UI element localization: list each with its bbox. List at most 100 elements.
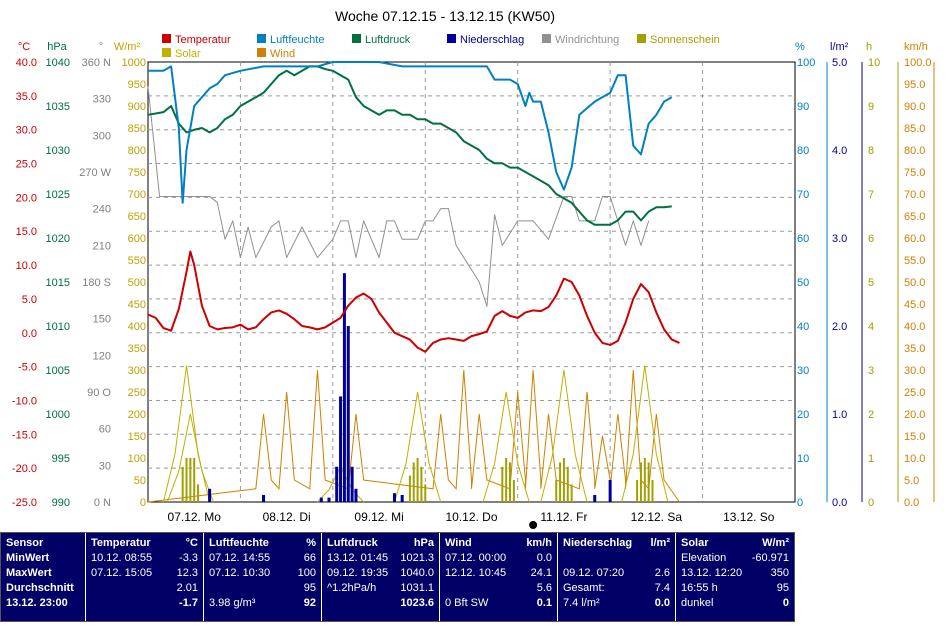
sunshine-bar: [420, 466, 423, 502]
y-axis-tick: 4: [868, 321, 874, 333]
y-axis-tick: 900: [128, 101, 146, 113]
temp-header: Temperatur: [91, 537, 151, 549]
y-axis-tick: 8: [868, 145, 874, 157]
sunshine-bar: [555, 480, 558, 502]
sunshine-bar: [505, 458, 508, 502]
press-trend-label: ^1.2hPa/h: [327, 582, 377, 594]
legend-label: Niederschlag: [460, 34, 524, 46]
legend-swatch: [162, 34, 171, 43]
y-axis-tick: 0 N: [94, 497, 111, 509]
solar-peak: [621, 365, 669, 503]
panel-col-rain: Niederschlag l/m² 09.12. 07:20 2.6 Gesamt:…: [558, 533, 676, 621]
legend-label: Luftfeuchte: [270, 34, 324, 46]
y-axis-tick: 150: [128, 431, 146, 443]
y-axis-tick: 750: [128, 167, 146, 179]
sunshine-bar: [193, 458, 196, 502]
y-axis-tick: 25.0: [904, 387, 925, 399]
solar-unit: W/m²: [762, 537, 789, 549]
y-axis-tick: 25.0: [16, 159, 37, 171]
sunshine-bar: [639, 462, 642, 502]
y-axis-tick: 1025: [46, 189, 70, 201]
rain-cur-value: 0.0: [654, 597, 670, 609]
y-axis-tick: 1005: [46, 365, 70, 377]
sunshine-bar: [566, 466, 569, 502]
rain-bar: [346, 326, 350, 502]
wind-unit: km/h: [526, 537, 552, 549]
rain-bar: [319, 497, 323, 502]
y-axis-unit: °C: [18, 41, 30, 53]
y-axis-tick: 50: [797, 277, 809, 289]
wind-header: Wind: [445, 537, 472, 549]
y-axis-unit: hPa: [47, 41, 67, 53]
wind-series-line: [147, 369, 680, 503]
y-axis-tick: 1015: [46, 277, 70, 289]
temp-min-value: -3.3: [179, 552, 198, 564]
y-axis-tick: 40.0: [16, 57, 37, 69]
y-axis-tick: 75.0: [904, 167, 925, 179]
rain-bar: [354, 488, 358, 502]
y-axis-tick: 995: [52, 453, 70, 465]
y-axis-unit: l/m²: [830, 41, 849, 53]
y-axis-tick: 1020: [46, 233, 70, 245]
solar-max-value: 350: [770, 567, 789, 579]
y-axis-tick: 800: [128, 145, 146, 157]
y-axis-tick: 120: [93, 350, 111, 362]
y-axis-tick: 35.0: [16, 91, 37, 103]
rain-bar: [327, 497, 331, 502]
temp-max-value: 12.3: [176, 567, 198, 579]
sunshine-bar: [416, 458, 419, 502]
rain-bar: [335, 466, 339, 502]
minwert-label: MinWert: [6, 552, 50, 564]
temp-cur-value: -1.7: [179, 597, 198, 609]
wind-max-time: 12.12. 10:45: [445, 567, 507, 579]
panel-col-wind: Wind km/h 07.12. 00:00 0.0 12.12. 10:45 24.…: [440, 533, 558, 621]
legend-label: Windrichtung: [555, 34, 619, 46]
y-axis-tick: 55.0: [904, 255, 925, 267]
y-axis-tick: 85.0: [904, 123, 925, 135]
chart-series: [147, 61, 680, 503]
plot-frame: [147, 61, 796, 503]
y-axis-tick: 100: [797, 57, 815, 69]
press-max-value: 1040.0: [400, 567, 434, 579]
panel-col-humidity: Luftfeuchte% 07.12. 14:55 66 07.12. 10:30…: [204, 533, 322, 621]
press-header: Luftdruck: [327, 537, 378, 549]
series-line-luftfeuchte: [148, 61, 673, 204]
legend-label: Sonnenschein: [650, 34, 720, 46]
y-axis-tick: 90: [797, 101, 809, 113]
y-axis-tick: 20: [797, 409, 809, 421]
y-axis-tick: 850: [128, 123, 146, 135]
sunshine-bar: [562, 458, 565, 502]
y-axis-tick: 60: [797, 233, 809, 245]
press-min-value: 1021.3: [400, 552, 434, 564]
sunshine-bar: [643, 458, 646, 502]
chart-legend: Temperatur Luftfeuchte Luftdruck Niederschl…: [162, 34, 720, 60]
sunshine-bar: [408, 475, 411, 502]
y-axis-tick: 1010: [46, 321, 70, 333]
y-axis-tick: 1: [868, 453, 874, 465]
y-axis-tick: 990: [52, 497, 70, 509]
y-axis-tick: 100: [128, 453, 146, 465]
hum-header: Luftfeuchte: [209, 537, 269, 549]
y-axis-tick: 0.0: [832, 497, 847, 509]
y-axis-tick: 45.0: [904, 299, 925, 311]
rain-bar: [342, 273, 346, 502]
x-axis-label: 11.12. Fr: [540, 510, 587, 524]
y-axis-tick: 95.0: [904, 79, 925, 91]
sunshine-bar: [651, 480, 654, 502]
rain-bar: [350, 466, 354, 502]
temp-avg-value: 2.01: [176, 582, 198, 594]
hum-max-time: 07.12. 10:30: [209, 567, 271, 579]
y-axis-unit: km/h: [904, 41, 928, 53]
y-axis-tick: 9: [868, 101, 874, 113]
solar-state-label: dunkel: [681, 597, 714, 609]
wind-bft-label: 0 Bft SW: [445, 597, 489, 609]
sensor-header: Sensor: [6, 537, 44, 549]
series-line-temperatur: [147, 250, 680, 353]
wind-cur-value: 0.1: [536, 597, 552, 609]
y-axis-tick: 360 N: [82, 57, 111, 69]
wind-avg-value: 5.6: [536, 582, 552, 594]
y-axis-tick: 180 S: [82, 277, 111, 289]
y-axis-tick: 240: [93, 204, 111, 216]
weather-week-chart: Woche 07.12.15 - 13.12.15 (KW50) Tempera…: [12, 8, 935, 529]
y-axis-tick: 10: [797, 453, 809, 465]
